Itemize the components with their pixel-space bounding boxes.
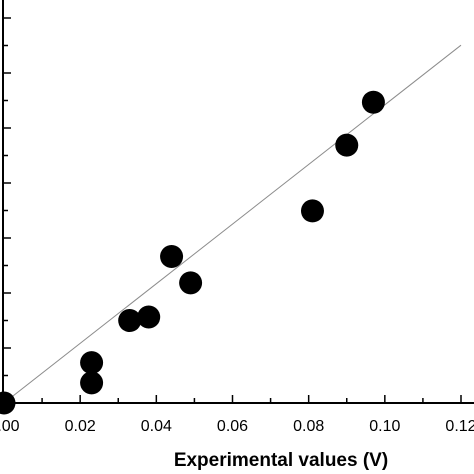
fit-line [3,44,462,404]
data-point [160,245,184,269]
data-point [335,133,359,157]
axes [2,0,474,404]
x-axis-title: Experimental values (V) [174,450,388,471]
data-point [80,351,104,375]
data-point [300,199,324,223]
data-point [80,371,104,395]
x-tick-label: 0.00 [0,418,20,435]
x-tick-label: 0.04 [141,418,172,435]
x-tick-label: 0.12 [445,418,474,435]
data-point [361,90,385,114]
x-tick-labels: 0.00 0.02 0.04 0.06 0.08 0.10 0.12 [0,418,474,435]
x-tick-label: 0.06 [217,418,248,435]
data-point [118,309,142,333]
data-points [0,90,385,415]
x-tick-label: 0.08 [293,418,324,435]
data-point [179,271,203,295]
x-tick-label: 0.02 [65,418,96,435]
fit-line-group [3,44,462,404]
x-tick-label: 0.10 [369,418,400,435]
data-point [137,305,161,329]
data-point [0,391,16,415]
